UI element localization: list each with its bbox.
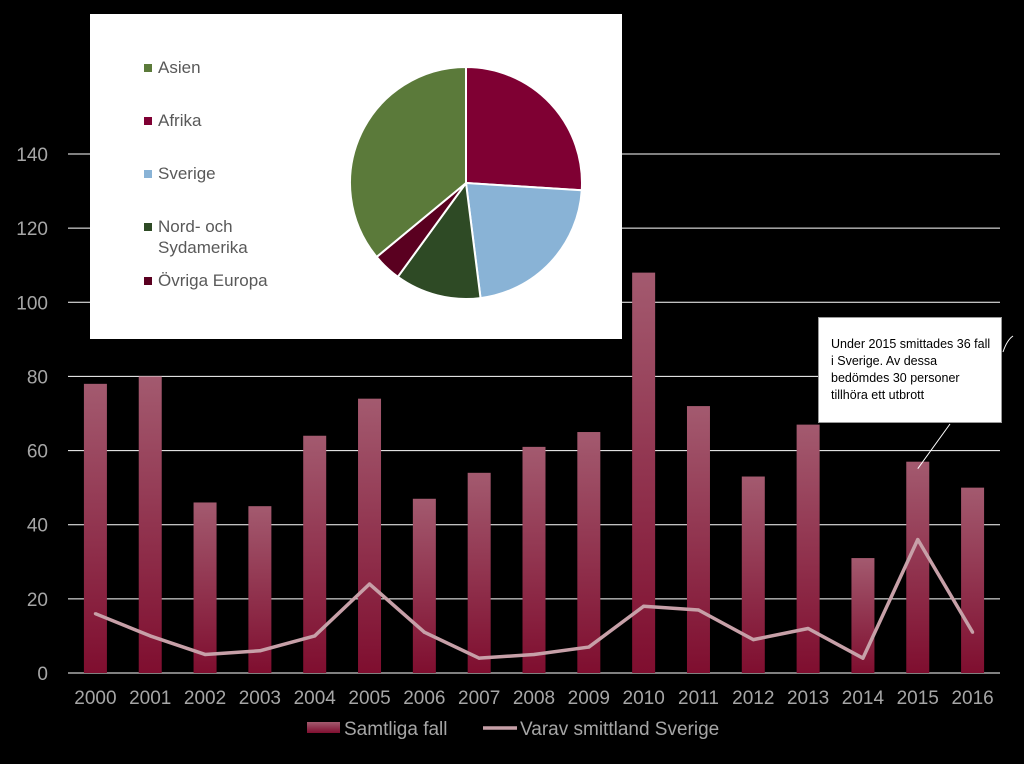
bar: [522, 446, 546, 673]
bar: [303, 435, 327, 673]
annotation-callout: Under 2015 smittades 36 fall i Sverige. …: [818, 317, 1002, 423]
pie-legend-swatch: [144, 277, 152, 285]
bar: [358, 398, 382, 673]
x-axis: 2000 2001 2002 2003 2004 2005 2006 2007 2008 2009…: [74, 688, 993, 709]
y-tick-label: 0: [37, 664, 48, 685]
chart-legend: Samtliga fall Varav smittland Sverige: [307, 719, 719, 740]
y-tick-label: 120: [16, 219, 48, 240]
x-tick-label: 2013: [787, 688, 829, 709]
bar: [467, 472, 491, 673]
line-point: [313, 634, 317, 638]
pie-legend-item: Sverige: [144, 163, 216, 184]
line-series: [93, 537, 975, 660]
pie-legend-label: Asien: [158, 58, 201, 77]
bar: [961, 487, 985, 673]
line-point: [532, 652, 536, 657]
y-axis: 0 20 40 60 80 100 120 140: [16, 145, 48, 685]
x-tick-label: 2001: [129, 688, 171, 709]
line-point: [477, 656, 481, 660]
x-tick-label: 2003: [239, 688, 281, 709]
pie-legend-item: Afrika: [144, 110, 201, 131]
pie-slice: [465, 65, 583, 192]
x-tick-label: 2004: [294, 688, 337, 709]
line-point: [696, 608, 701, 612]
y-tick-label: 80: [27, 367, 48, 388]
x-tick-label: 2007: [458, 688, 500, 709]
pie-legend-item: Övriga Europa: [144, 270, 268, 291]
pie-legend-swatch: [144, 64, 152, 72]
x-tick-label: 2006: [403, 688, 445, 709]
bar: [577, 432, 601, 673]
pie-legend-swatch: [144, 117, 152, 125]
bar: [906, 461, 930, 673]
line-point: [587, 645, 591, 649]
line-point: [751, 638, 755, 642]
callout-pointer: [917, 423, 951, 469]
line-point: [367, 582, 372, 586]
pie-legend-item: Asien: [144, 57, 201, 78]
bar: [632, 272, 656, 673]
x-tick-label: 2011: [678, 688, 719, 709]
line-point: [970, 630, 975, 634]
x-tick-label: 2008: [513, 688, 555, 709]
legend-swatch-bar: [307, 722, 340, 733]
y-tick-label: 140: [16, 145, 48, 166]
line-point: [258, 649, 262, 653]
line-point: [148, 634, 152, 638]
bar: [138, 376, 162, 673]
bar: [412, 498, 436, 673]
pie-slice: [396, 180, 482, 300]
x-tick-label: 2010: [623, 688, 665, 709]
bar: [796, 424, 820, 673]
legend-label: Varav smittland Sverige: [520, 719, 719, 740]
x-tick-label: 2005: [348, 688, 390, 709]
line-point: [642, 604, 646, 608]
pie-slice: [464, 181, 583, 300]
pie-legend-label: Nord- och Sydamerika: [158, 217, 248, 257]
y-tick-label: 40: [27, 516, 48, 537]
pie-legend-swatch: [144, 170, 152, 178]
pie-legend-swatch: [144, 223, 152, 231]
pie-legend-label: Sverige: [158, 164, 216, 183]
bar: [83, 383, 107, 673]
y-tick-label: 100: [16, 293, 48, 314]
annotation-text: Under 2015 smittades 36 fall i Sverige. …: [831, 337, 991, 402]
bar: [686, 406, 710, 673]
x-tick-label: 2016: [951, 688, 993, 709]
y-tick-label: 60: [27, 442, 48, 463]
pie-chart: [349, 65, 583, 300]
bar-series: [83, 272, 985, 673]
line-point: [916, 537, 920, 542]
x-tick-label: 2012: [732, 688, 774, 709]
bar: [193, 502, 217, 673]
bar: [741, 476, 765, 673]
callout-tail: [1002, 335, 1014, 353]
line-point: [861, 656, 865, 660]
x-tick-label: 2000: [74, 688, 116, 709]
pie-panel: Asien Afrika Sverige Nord- och Sydamerika Öv…: [90, 14, 622, 339]
bar: [248, 506, 272, 673]
x-tick-label: 2009: [568, 688, 610, 709]
line-point: [806, 626, 810, 631]
pie-slice: [349, 65, 467, 259]
line-point: [93, 612, 98, 616]
pie-legend-label: Afrika: [158, 111, 202, 130]
line-point: [203, 652, 207, 657]
x-tick-label: 2015: [897, 688, 939, 709]
y-tick-label: 20: [27, 590, 48, 611]
x-tick-label: 2014: [842, 688, 885, 709]
legend-label: Samtliga fall: [344, 719, 448, 740]
line-point: [422, 630, 426, 634]
x-tick-label: 2002: [184, 688, 226, 709]
pie-legend-item: Nord- och Sydamerika: [144, 216, 248, 258]
pie-legend-label: Övriga Europa: [158, 271, 268, 290]
